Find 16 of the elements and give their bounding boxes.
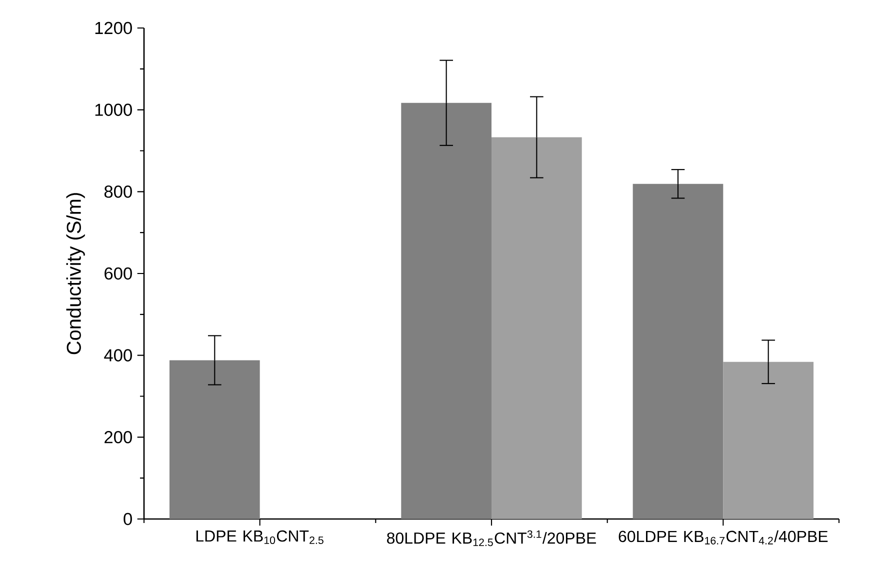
y-tick-label: 400 [104,349,132,362]
x-tick-label: 80LDPE KB$_{12.5}$CNT$^{3.1}$/20PBE [387,530,596,546]
bar [632,184,724,519]
y-tick-label: 800 [104,186,132,198]
y-axis-title: Conductivity (S/m) [66,193,85,354]
y-tick-label: 1000 [95,104,132,116]
bar [723,362,814,519]
y-tick-label: 0 [124,512,132,526]
bar [401,102,492,519]
bar [169,360,260,519]
y-tick-label: 200 [104,431,132,444]
y-tick-label: 600 [104,267,132,280]
x-tick-label: LDPE KB$_{10}$CNT$_{2.5}$ [196,530,324,544]
y-tick-label: 1200 [95,22,132,34]
x-tick-label: 60LDPE KB$_{16.7}$CNT$_{4.2}$/40PBE [618,530,828,544]
bar [492,137,582,519]
